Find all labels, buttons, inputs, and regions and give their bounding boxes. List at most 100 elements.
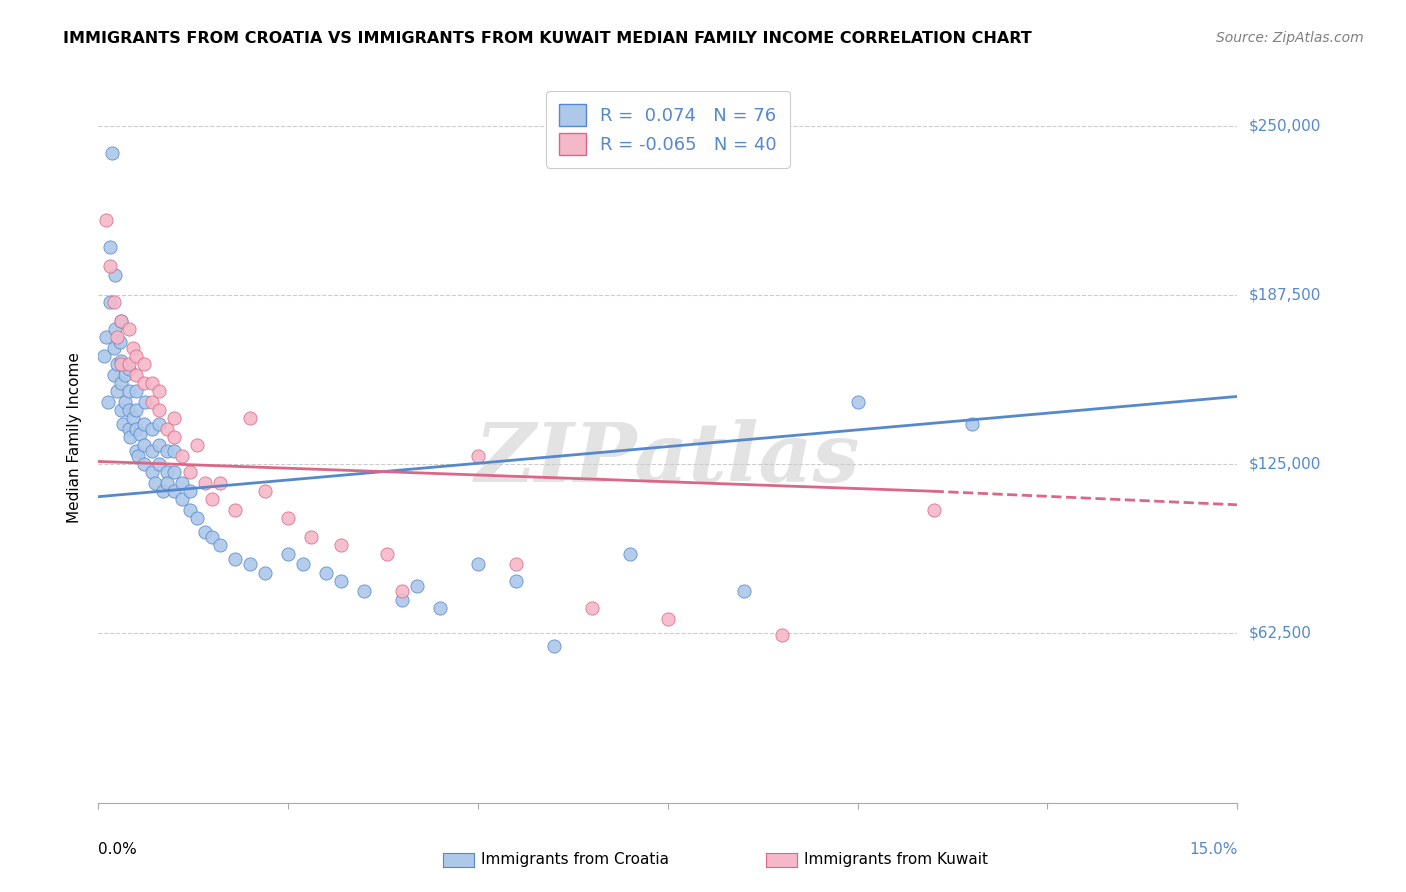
Point (657, 611, 679, 625)
Point (129, 427, 152, 442)
Point (277, 547, 299, 561)
Point (292, 558, 315, 572)
Point (118, 384, 141, 398)
Point (148, 457, 170, 471)
Point (107, 357, 129, 371)
Point (429, 600, 451, 615)
Point (391, 584, 413, 599)
Point (194, 476, 217, 491)
Point (170, 449, 193, 463)
Point (239, 411, 262, 425)
Point (125, 403, 148, 417)
Point (186, 438, 208, 452)
Point (108, 335, 131, 350)
Point (94, 213, 117, 227)
Point (201, 492, 224, 507)
Y-axis label: Median Family Income: Median Family Income (67, 351, 83, 523)
Point (118, 422, 141, 436)
Legend: R =  0.074   N = 76, R = -0.065   N = 40: R = 0.074 N = 76, R = -0.065 N = 40 (546, 91, 790, 168)
Point (330, 538, 353, 552)
Point (101, 145, 124, 160)
Point (224, 552, 246, 566)
Point (104, 268, 127, 282)
Point (118, 322, 141, 336)
Point (114, 368, 136, 382)
Point (194, 524, 217, 539)
Point (148, 403, 170, 417)
Point (141, 422, 163, 436)
Point (107, 384, 129, 398)
Point (110, 376, 132, 390)
Point (846, 395, 869, 409)
Point (141, 465, 163, 479)
Point (148, 438, 170, 452)
Point (163, 411, 186, 425)
Point (208, 538, 231, 552)
Point (125, 349, 148, 363)
Point (156, 443, 179, 458)
Point (141, 443, 163, 458)
Point (179, 465, 201, 479)
Point (121, 411, 143, 425)
Point (156, 476, 179, 491)
Point (179, 484, 201, 499)
Point (98, 240, 121, 254)
Point (132, 417, 155, 431)
Text: $125,000: $125,000 (1249, 457, 1320, 472)
Point (922, 503, 945, 517)
Point (125, 384, 148, 398)
Point (132, 357, 155, 371)
Point (619, 547, 641, 561)
Point (141, 376, 163, 390)
Point (110, 313, 132, 327)
Point (120, 430, 142, 444)
Point (353, 584, 375, 599)
Point (110, 403, 132, 417)
Point (156, 465, 179, 479)
Point (163, 430, 186, 444)
Text: $250,000: $250,000 (1249, 118, 1320, 133)
Point (121, 341, 143, 355)
Point (132, 457, 155, 471)
Point (391, 592, 413, 607)
Point (467, 558, 489, 572)
Point (111, 417, 134, 431)
Point (145, 476, 167, 491)
Point (98, 294, 121, 309)
Point (125, 443, 148, 458)
Point (254, 566, 277, 580)
Point (179, 503, 201, 517)
Text: 0.0%: 0.0% (98, 842, 138, 856)
Point (148, 384, 170, 398)
Text: Source: ZipAtlas.com: Source: ZipAtlas.com (1216, 31, 1364, 45)
Point (224, 503, 246, 517)
Point (208, 476, 231, 491)
Point (406, 579, 429, 593)
Point (770, 628, 793, 642)
Point (96, 395, 118, 409)
Point (148, 417, 170, 431)
Text: IMMIGRANTS FROM CROATIA VS IMMIGRANTS FROM KUWAIT MEDIAN FAMILY INCOME CORRELATI: IMMIGRANTS FROM CROATIA VS IMMIGRANTS FR… (63, 31, 1032, 46)
Point (960, 417, 983, 431)
Text: $62,500: $62,500 (1249, 626, 1312, 641)
Point (118, 362, 141, 376)
Point (104, 322, 127, 336)
Point (125, 422, 148, 436)
Point (93, 349, 115, 363)
Point (299, 530, 322, 544)
Point (315, 566, 337, 580)
Point (543, 639, 565, 653)
Point (114, 395, 136, 409)
Point (132, 438, 155, 452)
Text: Immigrants from Croatia: Immigrants from Croatia (481, 853, 669, 867)
Point (163, 443, 186, 458)
Point (277, 511, 299, 525)
Point (118, 403, 141, 417)
Point (118, 357, 141, 371)
Point (103, 294, 125, 309)
Point (163, 465, 186, 479)
Point (156, 422, 179, 436)
Point (733, 584, 755, 599)
Text: $187,500: $187,500 (1249, 287, 1320, 302)
Text: ZIPatlas: ZIPatlas (475, 419, 860, 499)
